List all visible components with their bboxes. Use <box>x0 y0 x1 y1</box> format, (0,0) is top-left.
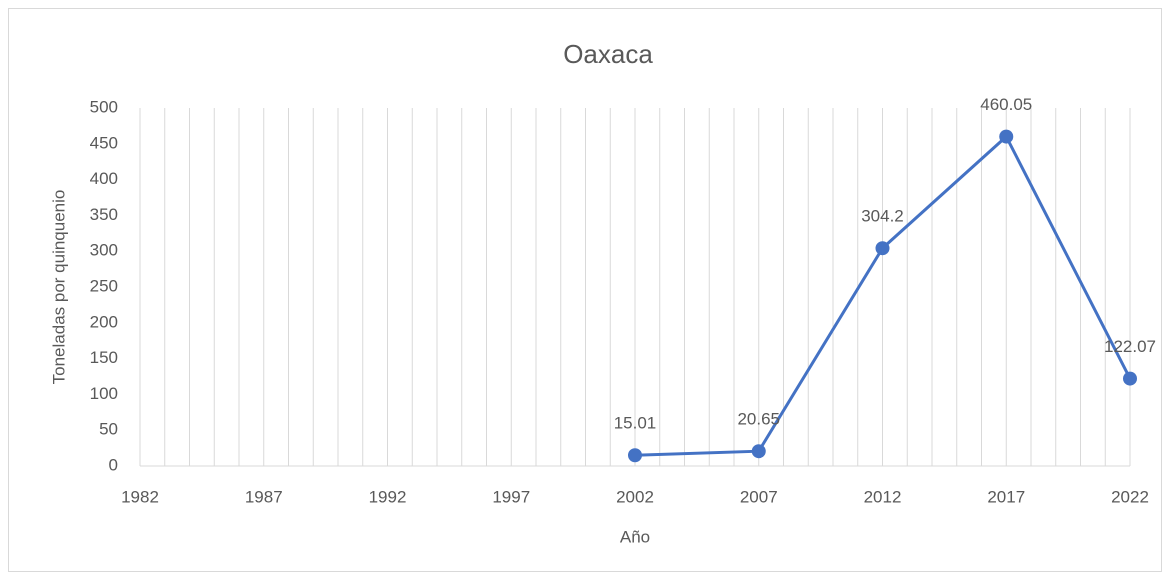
y-tick-label: 0 <box>109 455 118 474</box>
data-label: 20.65 <box>737 410 780 429</box>
y-tick-label: 400 <box>90 169 118 188</box>
x-tick-label: 2012 <box>864 487 902 506</box>
x-tick-label: 2002 <box>616 487 654 506</box>
y-tick-label: 350 <box>90 205 118 224</box>
x-tick-label: 1992 <box>369 487 407 506</box>
y-tick-label: 500 <box>90 97 118 116</box>
data-label: 304.2 <box>861 207 904 226</box>
x-tick-label: 1997 <box>492 487 530 506</box>
data-point <box>628 448 642 463</box>
x-axis-title: Año <box>620 527 650 546</box>
x-tick-label: 2017 <box>987 487 1025 506</box>
x-tick-label: 1982 <box>121 487 159 506</box>
y-tick-label: 150 <box>90 348 118 367</box>
data-label: 122.07 <box>1104 337 1156 356</box>
x-tick-label: 2007 <box>740 487 778 506</box>
data-point <box>875 241 890 256</box>
y-tick-label: 50 <box>99 420 118 439</box>
data-point <box>1123 371 1137 386</box>
x-tick-label: 2022 <box>1111 487 1149 506</box>
y-tick-label: 450 <box>90 133 118 152</box>
y-tick-label: 250 <box>90 276 118 295</box>
data-label: 460.05 <box>980 95 1032 114</box>
chart-title: Oaxaca <box>563 39 653 69</box>
x-tick-label: 1987 <box>245 487 283 506</box>
data-point <box>999 129 1014 144</box>
y-axis-title: Toneladas por quinquenio <box>49 190 68 385</box>
data-point <box>751 444 766 459</box>
data-label: 15.01 <box>614 414 657 433</box>
y-tick-label: 300 <box>90 241 118 260</box>
y-tick-label: 200 <box>90 312 118 331</box>
y-tick-label: 100 <box>90 384 118 403</box>
